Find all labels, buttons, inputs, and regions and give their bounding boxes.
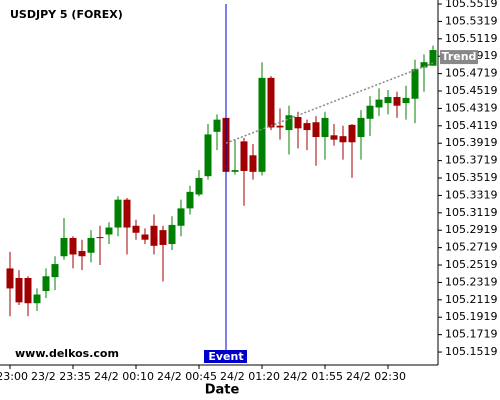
candle-body xyxy=(231,170,239,172)
candle-body xyxy=(429,50,437,66)
candle-body xyxy=(384,97,392,104)
candle-body xyxy=(141,234,149,240)
y-tick-label: 105.1719 xyxy=(445,328,498,341)
candle-body xyxy=(285,115,293,131)
y-tick-label: 105.4319 xyxy=(445,101,498,114)
candle-body xyxy=(213,119,221,132)
candle-body xyxy=(42,276,50,292)
candle-body xyxy=(186,191,194,209)
x-axis-title: Date xyxy=(205,383,240,398)
candle-body xyxy=(159,230,167,245)
candle-body xyxy=(294,117,302,129)
candle-body xyxy=(267,77,275,128)
candle-body xyxy=(303,123,311,131)
candle-body xyxy=(330,135,338,140)
y-tick-label: 105.3119 xyxy=(445,206,498,219)
candle-body xyxy=(87,237,95,253)
candle-body xyxy=(114,199,122,228)
y-tick-label: 105.1919 xyxy=(445,310,498,323)
candle-body xyxy=(105,227,113,235)
event-label: Event xyxy=(208,350,243,363)
event-label-box xyxy=(204,350,247,363)
y-tick-label: 105.3519 xyxy=(445,171,498,184)
candle-body xyxy=(24,277,32,304)
candle-body xyxy=(366,105,374,119)
candle-body xyxy=(276,125,284,128)
candle-body xyxy=(312,122,320,138)
y-tick-label: 105.3919 xyxy=(445,136,498,149)
candle-body xyxy=(150,225,158,246)
y-tick-label: 105.4119 xyxy=(445,119,498,132)
candle-body xyxy=(402,97,410,104)
candle-body xyxy=(204,134,212,177)
candle-body xyxy=(411,69,419,99)
trend-label-box xyxy=(440,50,478,65)
candle-body xyxy=(132,225,140,233)
x-tick-label: 23/2 23:35 xyxy=(31,370,91,383)
candle-body xyxy=(375,99,383,108)
candle-body xyxy=(240,141,248,171)
trend-line xyxy=(225,62,434,144)
y-tick-label: 105.5119 xyxy=(445,32,498,45)
candle-body xyxy=(177,208,185,226)
y-tick-label: 105.2119 xyxy=(445,293,498,306)
y-tick-label: 105.4519 xyxy=(445,84,498,97)
x-tick-label: 24/2 00:10 xyxy=(94,370,154,383)
candle-body xyxy=(15,277,23,303)
trend-label: Trend xyxy=(442,50,477,63)
candle-body xyxy=(249,155,257,172)
y-tick-label: 105.2519 xyxy=(445,258,498,271)
chart-title: USDJPY 5 (FOREX) xyxy=(10,8,123,21)
candle-body xyxy=(51,264,59,278)
y-tick-label: 105.3719 xyxy=(445,154,498,167)
x-tick-label: 24/2 01:55 xyxy=(283,370,343,383)
y-tick-label: 105.2319 xyxy=(445,275,498,288)
candle-body xyxy=(393,97,401,106)
candle-body xyxy=(78,251,86,257)
candle-body xyxy=(195,177,203,195)
candle-body xyxy=(321,117,329,138)
candle-body xyxy=(123,199,131,228)
candle-body xyxy=(96,237,104,239)
x-tick-label: 24/2 02:30 xyxy=(346,370,406,383)
y-tick-label: 105.1519 xyxy=(445,345,498,358)
candle-body xyxy=(420,62,428,68)
source: www.delkos.com xyxy=(15,347,119,360)
y-tick-label: 105.3319 xyxy=(445,188,498,201)
candle-body xyxy=(33,294,41,304)
y-tick-label: 105.5519 xyxy=(445,0,498,10)
x-tick-label: 24/2 01:20 xyxy=(220,370,280,383)
candle-body xyxy=(69,237,77,255)
candle-body xyxy=(357,117,365,138)
candle-body xyxy=(339,136,347,143)
candle-body xyxy=(6,268,14,289)
y-tick-label: 105.4719 xyxy=(445,67,498,80)
candle-body xyxy=(258,77,266,172)
candle-body xyxy=(168,224,176,245)
x-tick-label: 23/2 23:00 xyxy=(0,370,28,383)
x-tick-label: 24/2 00:45 xyxy=(157,370,217,383)
y-tick-label: 105.5319 xyxy=(445,14,498,27)
candle-body xyxy=(348,124,356,143)
y-tick-label: 105.2719 xyxy=(445,241,498,254)
candle-body xyxy=(60,237,68,257)
y-tick-label: 105.2919 xyxy=(445,223,498,236)
